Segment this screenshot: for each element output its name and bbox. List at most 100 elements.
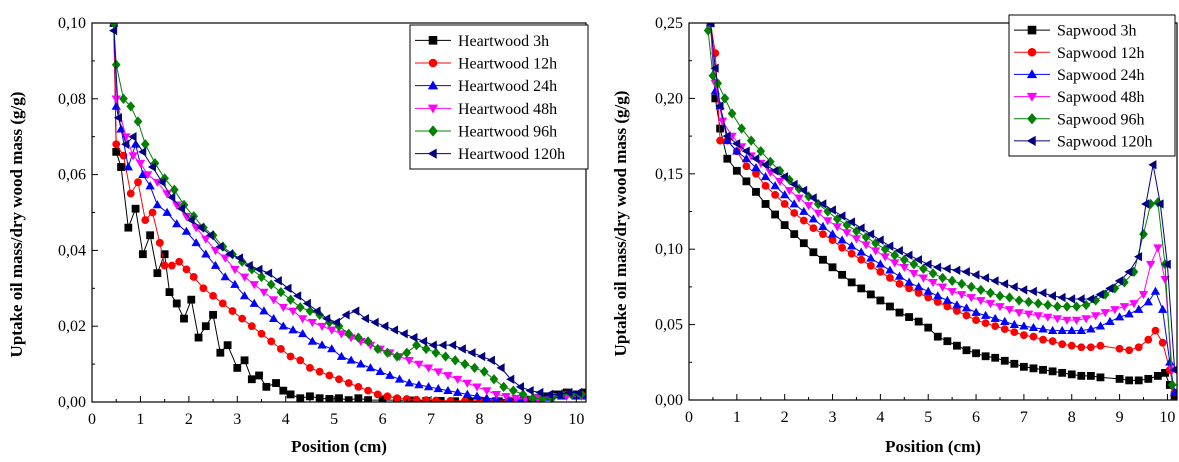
legend-item: Sapwood 96h [1014, 111, 1145, 128]
data-point [1020, 362, 1028, 371]
data-point [1028, 322, 1039, 331]
data-point [325, 395, 334, 402]
data-point [1009, 282, 1018, 292]
data-point [286, 294, 295, 305]
data-point [1125, 346, 1134, 355]
data-point [981, 319, 990, 327]
y-tick-label: 0,04 [58, 242, 86, 259]
data-point [1020, 331, 1028, 340]
data-point [933, 332, 942, 341]
data-point [1057, 292, 1066, 303]
data-point [885, 265, 895, 274]
data-point [1000, 356, 1009, 365]
legend-marker [1026, 69, 1038, 79]
data-point [448, 340, 457, 350]
data-point [335, 375, 343, 384]
data-point [804, 191, 813, 202]
data-point [1138, 291, 1149, 300]
data-point [392, 351, 402, 362]
data-point [832, 223, 842, 232]
x-tick-label: 8 [475, 411, 483, 428]
data-point [404, 378, 414, 387]
data-point [715, 101, 724, 111]
data-point [775, 177, 785, 187]
data-point [335, 394, 343, 402]
legend-item: Heartwood 12h [415, 56, 557, 73]
data-point [160, 261, 169, 270]
data-point [1110, 306, 1120, 315]
data-point [909, 259, 919, 270]
data-point [1052, 315, 1063, 324]
y-tick-label: 0,10 [58, 15, 86, 32]
x-tick-label: 0 [685, 409, 693, 426]
data-point [838, 243, 846, 252]
data-point [780, 200, 789, 208]
data-point [336, 351, 347, 360]
data-point [880, 253, 890, 262]
data-point [913, 255, 923, 265]
legend-box [409, 24, 589, 170]
data-point [402, 347, 412, 358]
data-point [128, 152, 138, 161]
data-point [428, 340, 437, 350]
data-point [402, 395, 411, 402]
data-point [716, 136, 724, 145]
x-tick-label: 1 [136, 411, 144, 428]
data-point [508, 385, 518, 396]
data-point [914, 289, 923, 297]
legend-item: Sapwood 3h [1014, 23, 1137, 40]
data-point [742, 162, 751, 171]
data-point [799, 216, 808, 225]
x-tick-label: 4 [282, 411, 290, 428]
data-point [538, 393, 547, 402]
data-point [210, 247, 221, 256]
plot-area [109, 23, 586, 402]
data-point [209, 291, 217, 300]
data-point [809, 248, 818, 257]
data-point [344, 328, 354, 339]
y-tick-label: 0,00 [58, 394, 86, 411]
data-point [771, 191, 780, 199]
data-point [305, 305, 315, 317]
x-tick-label: 0 [88, 411, 96, 428]
data-point [1033, 312, 1043, 321]
data-point [168, 261, 176, 270]
data-point [412, 395, 421, 402]
data-point [257, 329, 266, 338]
data-point [276, 286, 286, 298]
data-point [511, 394, 521, 402]
data-point [482, 393, 492, 402]
data-point [317, 322, 327, 331]
data-point [760, 172, 771, 181]
data-point [720, 93, 730, 104]
legend-label: Heartwood 120h [458, 146, 565, 163]
data-point [995, 303, 1005, 312]
data-point [354, 382, 363, 391]
data-point [1019, 285, 1028, 295]
legend-marker [428, 58, 438, 68]
data-point [980, 273, 989, 283]
data-point [573, 387, 583, 398]
data-point [363, 336, 373, 347]
data-point [433, 383, 443, 393]
data-point [109, 25, 118, 36]
data-point [857, 255, 866, 264]
data-point [414, 380, 424, 389]
data-point [875, 235, 884, 245]
data-point [124, 223, 133, 232]
data-point [117, 163, 125, 171]
data-point [1043, 299, 1053, 311]
data-point [819, 230, 827, 239]
data-point [904, 250, 913, 260]
x-tick-label: 3 [233, 411, 241, 428]
data-point [1105, 283, 1114, 294]
data-point [201, 235, 211, 244]
data-point [1139, 228, 1148, 240]
data-point [799, 206, 809, 215]
data-point [799, 185, 808, 196]
data-point [446, 396, 455, 402]
legend: Heartwood 3h Heartwood 12h Heartwood 24h He… [409, 24, 589, 170]
legend-label: Sapwood 24h [1057, 67, 1145, 84]
data-point [247, 322, 256, 331]
data-point [1151, 326, 1160, 335]
